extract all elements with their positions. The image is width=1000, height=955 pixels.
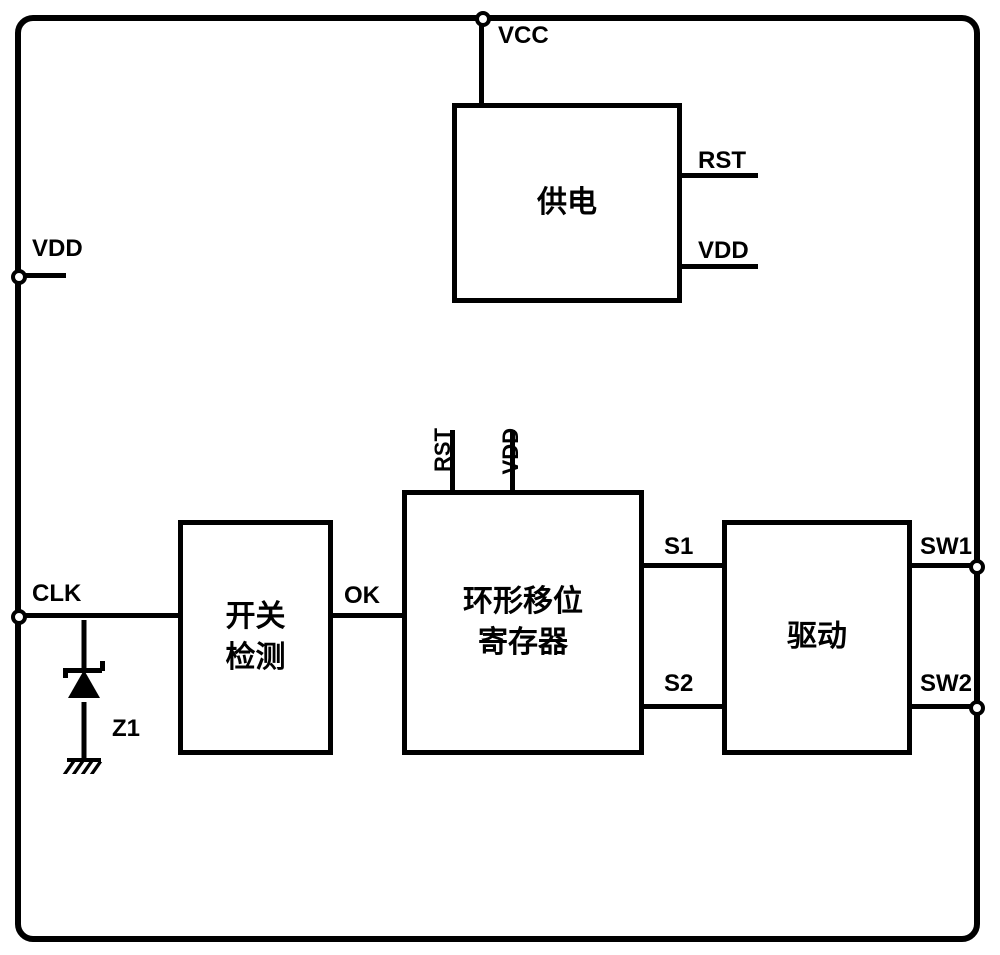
label-z1: Z1	[112, 715, 140, 743]
wire	[644, 563, 722, 568]
label-vdd-left: VDD	[32, 235, 83, 263]
label-sw1: SW1	[920, 533, 972, 561]
wire	[19, 613, 178, 618]
shift-reg-label: 环形移位 寄存器	[463, 582, 583, 663]
wire	[333, 613, 402, 618]
driver-label: 驱动	[787, 617, 847, 658]
switch-detect-label: 开关 检测	[226, 597, 286, 678]
switch-label-l1: 开关	[226, 600, 286, 633]
switch-detect-block: 开关 检测	[178, 520, 333, 755]
label-clk: CLK	[32, 580, 81, 608]
label-sw2: SW2	[920, 670, 972, 698]
wire	[912, 563, 977, 568]
supply-block: 供电	[452, 103, 682, 303]
junction-vcc	[475, 11, 491, 27]
wire	[644, 704, 722, 709]
label-vdd-reg: VDD	[498, 428, 524, 474]
label-rst-supply: RST	[698, 147, 746, 175]
label-rst-reg: RST	[430, 428, 456, 472]
switch-label-l2: 检测	[226, 641, 286, 674]
label-vdd-supply: VDD	[698, 237, 749, 265]
shift-label-l2: 寄存器	[478, 626, 568, 659]
junction-clk	[11, 609, 27, 625]
supply-label: 供电	[537, 183, 597, 224]
shift-reg-block: 环形移位 寄存器	[402, 490, 644, 755]
zener-z1	[54, 620, 114, 785]
wire	[912, 704, 977, 709]
junction-vdd-left	[11, 269, 27, 285]
driver-block: 驱动	[722, 520, 912, 755]
label-vcc: VCC	[498, 22, 549, 50]
label-s1: S1	[664, 533, 693, 561]
label-s2: S2	[664, 670, 693, 698]
junction-sw2	[969, 700, 985, 716]
shift-label-l1: 环形移位	[463, 585, 583, 618]
junction-sw1	[969, 559, 985, 575]
label-ok: OK	[344, 582, 380, 610]
wire	[479, 19, 484, 103]
